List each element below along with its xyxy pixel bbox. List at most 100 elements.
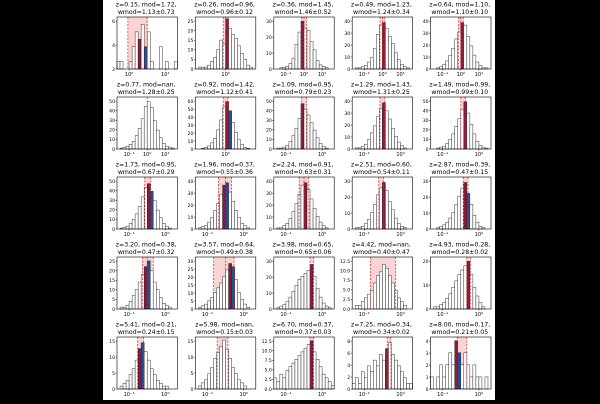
histogram-bar bbox=[318, 366, 323, 390]
histogram-bar bbox=[475, 221, 480, 230]
histogram-bar bbox=[156, 209, 160, 230]
subplot-25: z=8.00, mod=0.17,wmod=0.21±0.05 0 1 2 3 4 10⁻¹… bbox=[426, 322, 492, 398]
subplot-title: z=1.29, mod=1.43, bbox=[351, 82, 412, 89]
histogram-bar bbox=[439, 304, 443, 310]
histogram-bar bbox=[237, 292, 241, 310]
histogram-bar bbox=[134, 213, 139, 230]
histogram-bar bbox=[460, 269, 465, 310]
subplot-subtitle: wmod=0.47±0.32 bbox=[118, 249, 175, 256]
subplot-title: z=0.92, mod=1.42, bbox=[194, 82, 255, 89]
x-tick-label: 10⁰ bbox=[318, 232, 326, 238]
y-tick-label: 15 bbox=[109, 339, 115, 345]
histogram-bar bbox=[442, 64, 446, 70]
y-tick-label: 30 bbox=[266, 19, 272, 25]
histogram-bar bbox=[306, 270, 311, 310]
y-tick-label: 50 bbox=[109, 99, 115, 105]
histogram-bar bbox=[466, 261, 471, 310]
subplot-subtitle: wmod=1.46±0.52 bbox=[275, 9, 332, 16]
histogram-bar bbox=[131, 295, 136, 310]
histogram-bar bbox=[210, 217, 214, 230]
y-tick-label: 0 bbox=[190, 227, 193, 233]
subplot-subtitle: wmod=1.12±0.41 bbox=[196, 89, 253, 96]
histogram-bar bbox=[315, 137, 320, 150]
subplot-title: z=2.87, mod=0.39, bbox=[429, 162, 490, 169]
y-tick-label: 0 bbox=[426, 147, 429, 153]
axes-frame bbox=[116, 16, 178, 70]
histogram-bar bbox=[143, 106, 148, 150]
subplot-title: z=4.93, mod=0.28, bbox=[429, 242, 490, 249]
subplot-subtitle: wmod=0.34±0.02 bbox=[353, 329, 410, 336]
histogram-bar bbox=[400, 226, 404, 230]
histogram-bar bbox=[321, 225, 326, 230]
subplot-7: z=0.92, mod=1.42,wmod=1.12±0.41 0 10 20 30 40… bbox=[188, 82, 257, 158]
y-tick-label: 20 bbox=[109, 269, 115, 275]
histogram-bar bbox=[442, 145, 446, 150]
x-tick-label: 10⁰ bbox=[475, 392, 483, 398]
histogram-bar bbox=[207, 64, 211, 70]
histogram-bar bbox=[134, 289, 139, 310]
y-tick-label: 30 bbox=[109, 198, 115, 204]
histogram-bar bbox=[309, 198, 314, 230]
y-tick-label: 8 bbox=[347, 339, 350, 345]
histogram-bar bbox=[385, 110, 389, 150]
x-tick-label: 10⁻¹ bbox=[359, 392, 370, 398]
y-tick-label: 3 bbox=[426, 351, 429, 357]
y-tick-label: 5 bbox=[112, 297, 115, 303]
y-tick-label: 2 bbox=[347, 375, 350, 381]
histogram-bar bbox=[451, 133, 455, 150]
histogram-bar bbox=[216, 287, 220, 310]
y-tick-label: 10 bbox=[344, 135, 350, 141]
y-tick-label: 40 bbox=[344, 99, 350, 105]
x-tick-label: 10⁰ bbox=[143, 152, 151, 158]
x-tick-label: 10⁻¹ bbox=[124, 232, 135, 238]
axes-frame bbox=[351, 256, 413, 310]
histogram-bar bbox=[463, 352, 468, 390]
histogram-bar bbox=[403, 66, 407, 70]
histogram-bar bbox=[279, 373, 284, 390]
histogram-bar bbox=[484, 376, 489, 390]
axes-frame bbox=[273, 336, 335, 390]
histogram-bar bbox=[279, 305, 284, 310]
histogram-bar bbox=[472, 364, 477, 390]
histogram-bar bbox=[403, 377, 407, 390]
histogram-bar bbox=[210, 297, 214, 310]
histogram-bar bbox=[315, 216, 320, 230]
histogram-bar bbox=[397, 297, 401, 310]
histogram-bar bbox=[159, 137, 163, 150]
subplot-11: z=1.73, mod=0.95,wmod=0.67±0.29 0 10 20 30 40… bbox=[109, 162, 178, 238]
histogram-bar bbox=[448, 217, 452, 230]
histogram-bar bbox=[237, 139, 241, 150]
histogram-bar bbox=[457, 118, 462, 150]
subplot-subtitle: wmod=0.55±0.36 bbox=[196, 169, 253, 176]
histogram-bar bbox=[201, 305, 205, 310]
histogram-bar bbox=[388, 275, 392, 310]
subplot-subtitle: wmod=0.67±0.29 bbox=[118, 169, 175, 176]
histogram-bar bbox=[143, 46, 148, 70]
x-tick-label: 10⁻¹ bbox=[359, 312, 370, 318]
y-tick-label: 30 bbox=[188, 191, 194, 197]
histogram-bar bbox=[361, 301, 365, 310]
axes-frame bbox=[351, 96, 413, 150]
histogram-bar bbox=[285, 144, 290, 150]
histogram-bar bbox=[125, 304, 130, 310]
histogram-bar bbox=[478, 376, 483, 390]
subplot-22: z=5.98, mod=nan,wmod=0.15±0.03 0 5 10 15 10⁻¹… bbox=[188, 322, 257, 398]
histogram-bar bbox=[288, 63, 293, 70]
y-tick-label: 0 bbox=[190, 387, 193, 393]
y-tick-label: 10 bbox=[188, 139, 194, 145]
histogram-bar bbox=[276, 381, 281, 390]
y-tick-label: 25 bbox=[109, 259, 115, 265]
x-tick-label: 10⁻¹ bbox=[359, 232, 370, 238]
histogram-bar bbox=[149, 270, 154, 310]
histogram-bar bbox=[358, 382, 362, 390]
y-tick-label: 7.5 bbox=[343, 278, 350, 284]
histogram-bar bbox=[153, 374, 157, 390]
y-tick-label: 4 bbox=[426, 339, 429, 345]
histogram-bar bbox=[354, 305, 359, 310]
histogram-bar bbox=[469, 376, 474, 390]
y-tick-label: 10 bbox=[188, 215, 194, 221]
histogram-bar bbox=[128, 144, 133, 150]
x-tick-label: 10⁰ bbox=[457, 72, 465, 78]
x-tick-label: 10⁻¹ bbox=[280, 312, 291, 318]
histogram-bar bbox=[376, 275, 380, 310]
